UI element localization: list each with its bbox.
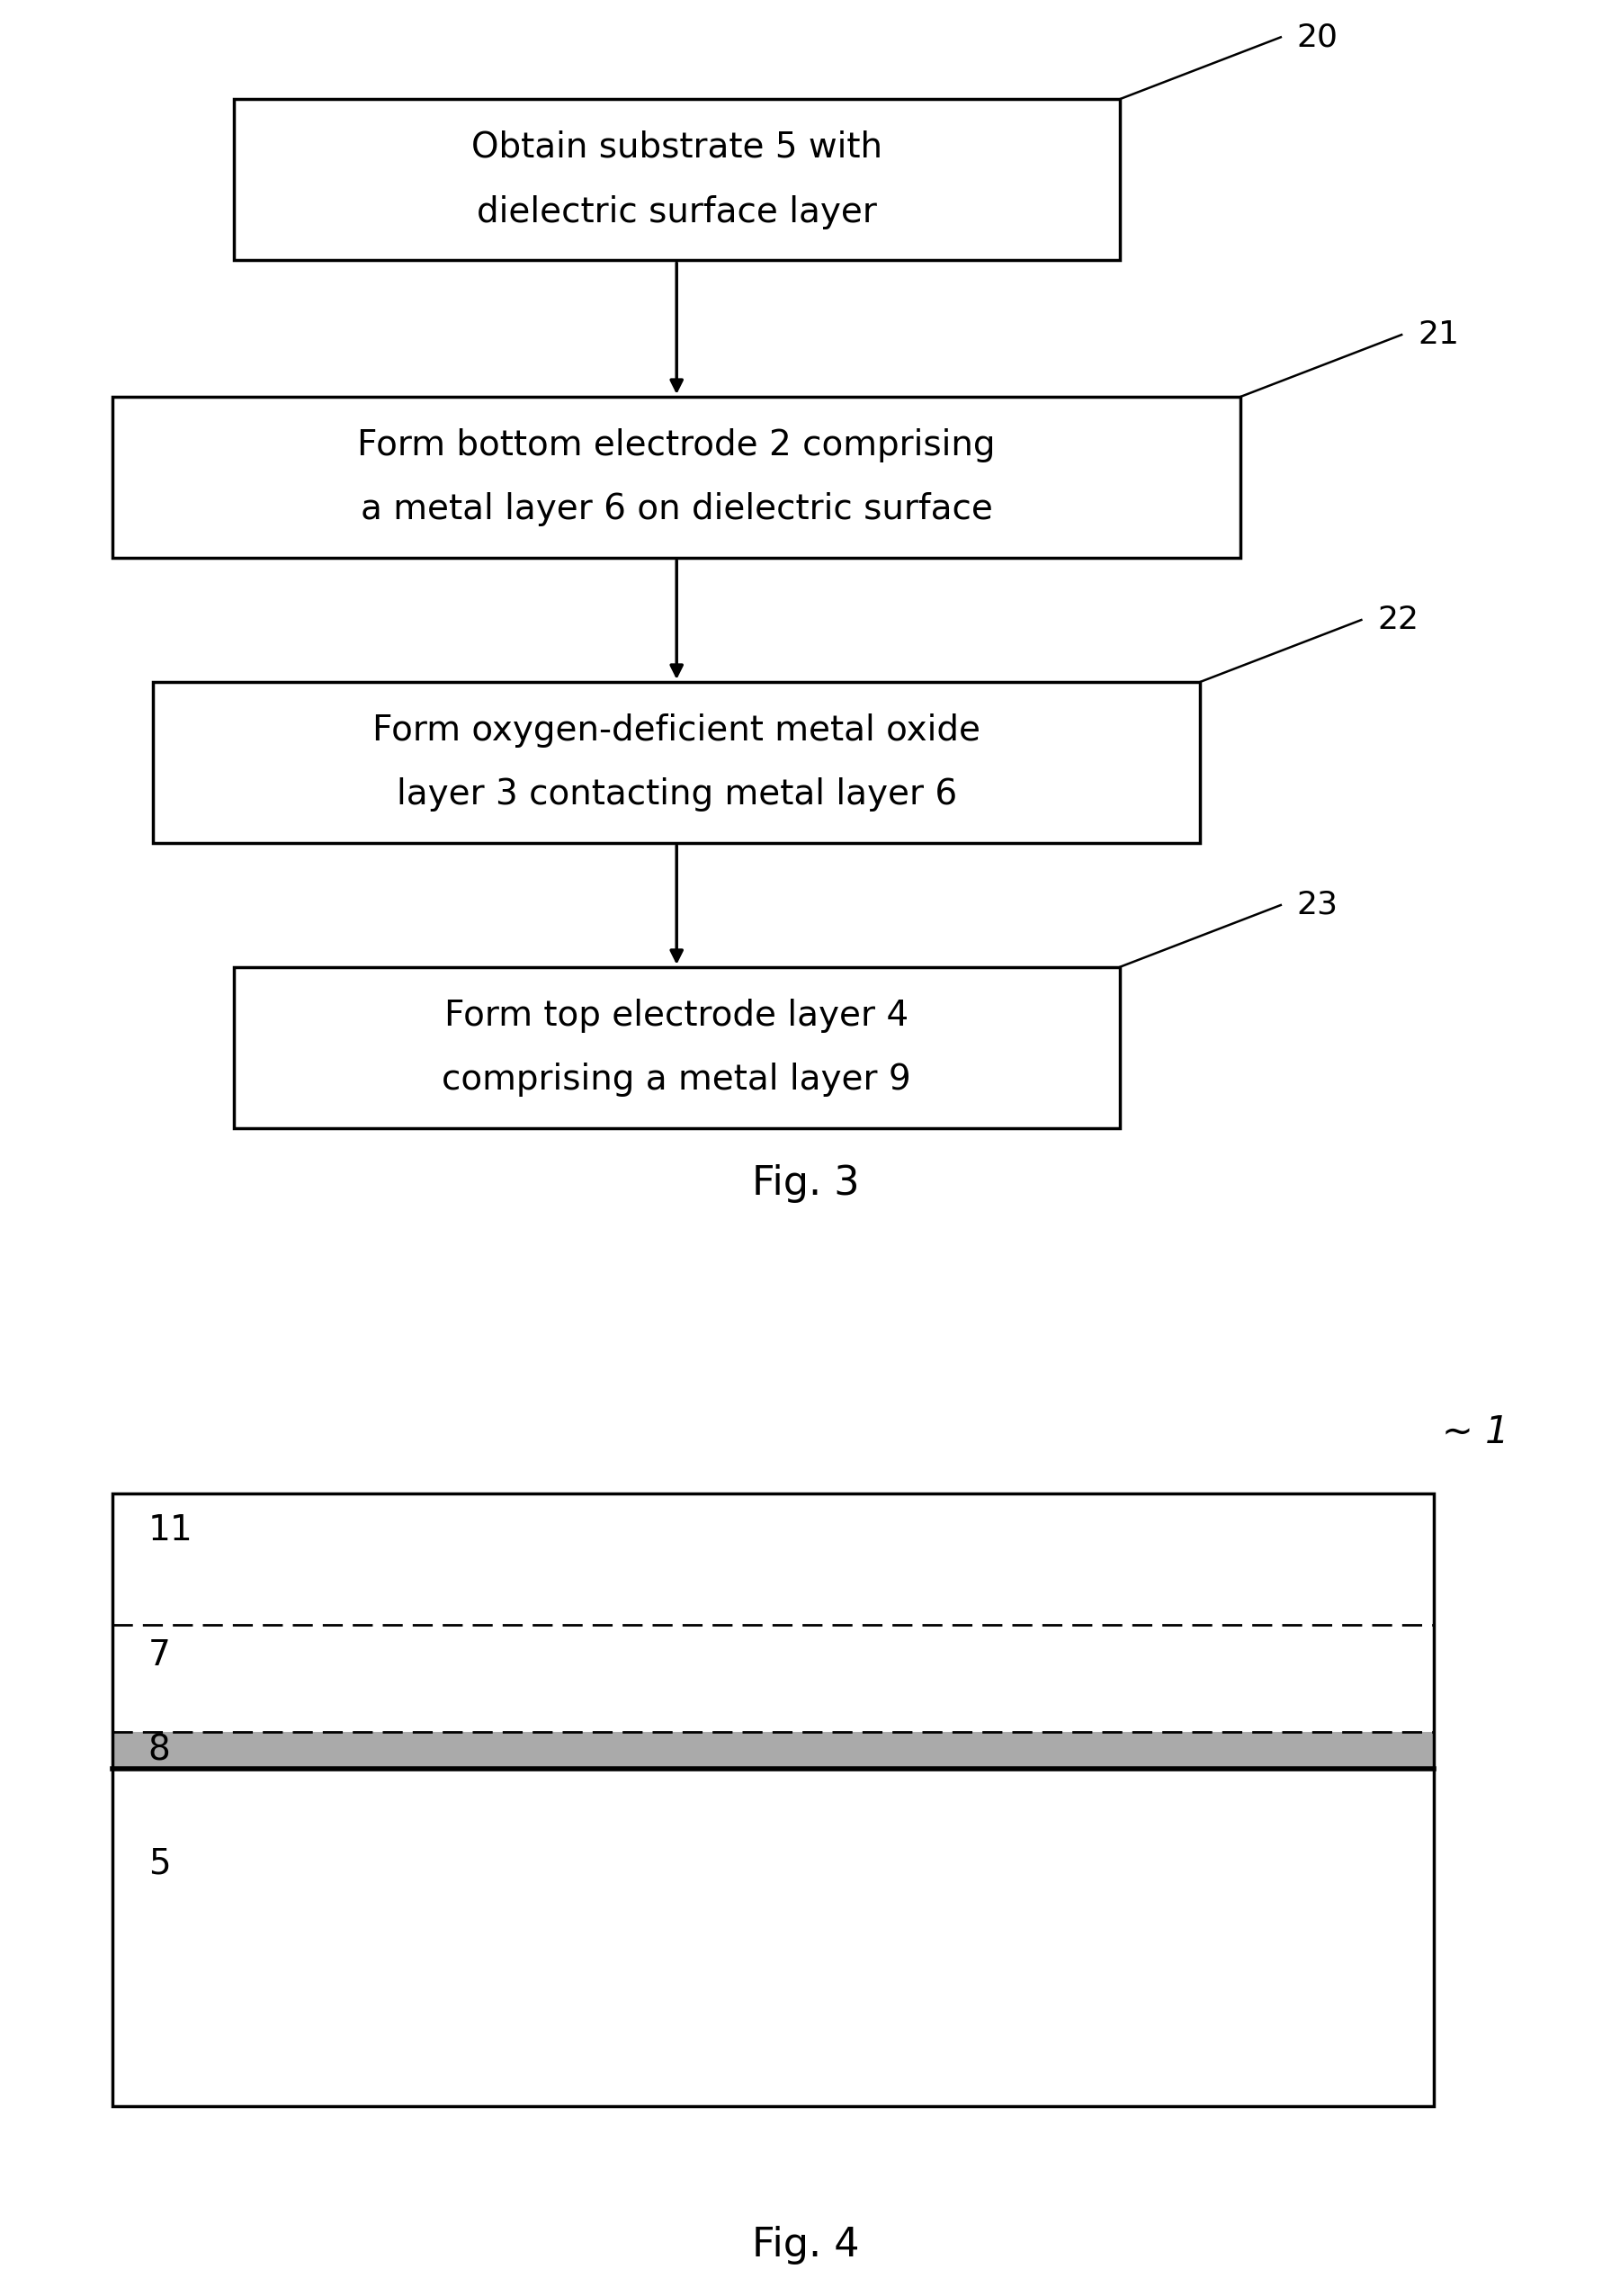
Text: 20: 20 [1297, 23, 1339, 53]
Bar [113, 1768, 1434, 2105]
Text: Fig. 3: Fig. 3 [752, 1164, 859, 1203]
Text: 7: 7 [148, 1637, 171, 1671]
Bar [113, 397, 1240, 558]
Text: 5: 5 [148, 1846, 171, 1880]
Text: ∼ 1: ∼ 1 [1442, 1414, 1510, 1451]
Text: Form bottom electrode 2 comprising: Form bottom electrode 2 comprising [358, 427, 996, 461]
Bar [113, 1731, 1434, 1768]
Bar [234, 967, 1120, 1127]
Text: Form oxygen-deficient metal oxide: Form oxygen-deficient metal oxide [372, 714, 981, 748]
Text: Fig. 4: Fig. 4 [752, 2225, 859, 2264]
Text: 11: 11 [148, 1513, 193, 1548]
Bar [153, 682, 1200, 843]
Text: comprising a metal layer 9: comprising a metal layer 9 [441, 1063, 912, 1097]
Text: Obtain substrate 5 with: Obtain substrate 5 with [470, 131, 883, 165]
Bar [113, 1626, 1434, 1731]
Text: 8: 8 [148, 1733, 171, 1768]
Text: dielectric surface layer: dielectric surface layer [477, 195, 876, 230]
Text: Form top electrode layer 4: Form top electrode layer 4 [445, 999, 909, 1033]
Text: 22: 22 [1377, 604, 1419, 636]
Bar [113, 1492, 1434, 1626]
Text: layer 3 contacting metal layer 6: layer 3 contacting metal layer 6 [396, 778, 957, 813]
Text: a metal layer 6 on dielectric surface: a metal layer 6 on dielectric surface [361, 491, 992, 526]
Text: 21: 21 [1418, 319, 1460, 349]
Bar [234, 99, 1120, 259]
Text: 23: 23 [1297, 891, 1339, 921]
Bar [113, 1492, 1434, 2105]
